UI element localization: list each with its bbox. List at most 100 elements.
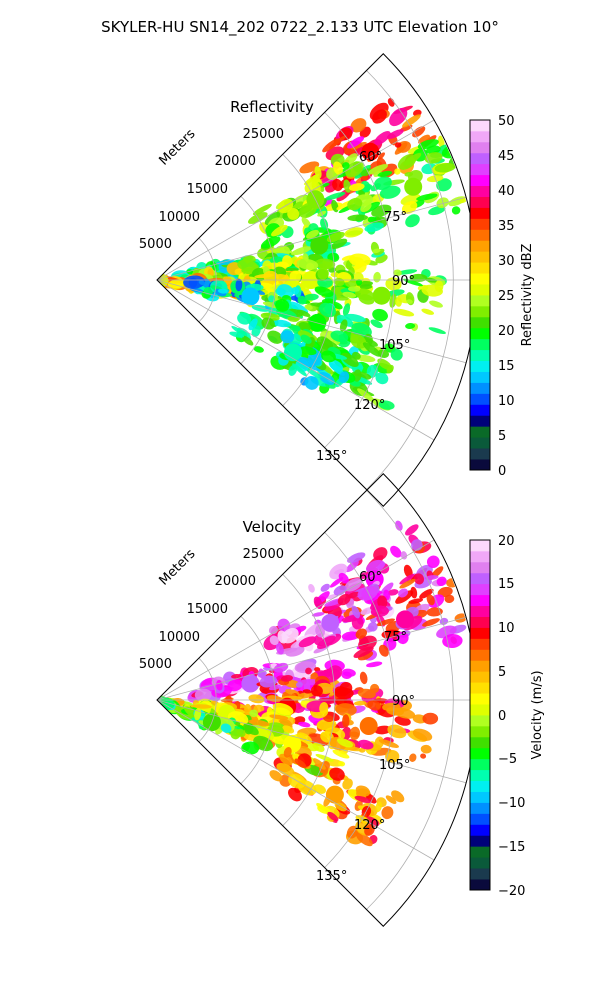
colorbar-segment	[470, 747, 490, 760]
colorbar-segment	[470, 295, 490, 307]
colorbar-segment	[470, 305, 490, 318]
echo-cell-core	[396, 610, 414, 629]
reflectivity-radial-tick-labels: 5000 10000 15000 20000 25000	[139, 127, 284, 252]
azimuth-spoke	[156, 699, 435, 861]
colorbar-segment	[470, 273, 490, 285]
cbar-tick-15: 15	[498, 577, 515, 592]
azimuth-spoke	[156, 279, 467, 364]
colorbar-segment	[470, 857, 490, 869]
radial-tick-25000: 25000	[243, 547, 284, 562]
cbar-tick-45: 45	[498, 149, 515, 164]
azimuth-tick-60: 60°	[359, 150, 382, 165]
azimuth-spoke	[156, 699, 467, 784]
reflectivity-colorbar: 0 5 10 15 20 25 30 35 40 45 50 Reflectiv…	[469, 114, 535, 479]
colorbar-segment	[470, 813, 490, 825]
cbar-tick-10: 10	[498, 394, 515, 409]
colorbar-segment	[470, 174, 490, 187]
radial-tick-5000: 5000	[139, 657, 172, 672]
velocity-colorbar-ramp	[470, 540, 490, 891]
azimuth-tick-105: 105°	[379, 758, 410, 773]
echo-cell	[269, 746, 405, 847]
echo-cell-core	[284, 343, 302, 362]
colorbar-segment	[470, 550, 490, 563]
cbar-tick-5: 5	[498, 665, 506, 680]
velocity-colorbar-label: Velocity (m/s)	[530, 670, 545, 759]
reflectivity-title: Reflectivity	[230, 98, 314, 116]
cbar-tick-20: 20	[498, 324, 515, 339]
colorbar-segment	[470, 736, 490, 749]
cbar-tick-5: 5	[498, 429, 506, 444]
cbar-tick-35: 35	[498, 219, 515, 234]
colorbar-segment	[470, 660, 490, 672]
colorbar-segment	[470, 540, 490, 552]
colorbar-segment	[470, 141, 490, 154]
cbar-tick-40: 40	[498, 184, 515, 199]
velocity-panel: Velocity Meters 5000 10000 15000 20000 2…	[139, 473, 545, 927]
colorbar-segment	[470, 327, 490, 340]
colorbar-segment	[470, 316, 490, 329]
radial-tick-5000: 5000	[139, 237, 172, 252]
colorbar-segment	[470, 196, 490, 208]
velocity-title: Velocity	[243, 518, 302, 536]
reflectivity-colorbar-ticks: 0 5 10 15 20 25 30 35 40 45 50	[498, 114, 515, 479]
cbar-tick-50: 50	[498, 114, 515, 129]
cbar-tick-neg10: −10	[498, 796, 525, 811]
azimuth-tick-75: 75°	[384, 210, 407, 225]
colorbar-segment	[470, 251, 490, 263]
cbar-tick-neg15: −15	[498, 840, 525, 855]
azimuth-tick-105: 105°	[379, 338, 410, 353]
colorbar-segment	[470, 120, 490, 132]
cbar-tick-20: 20	[498, 534, 515, 549]
azimuth-tick-90: 90°	[392, 694, 415, 709]
velocity-radial-tick-labels: 5000 10000 15000 20000 25000	[139, 547, 284, 672]
colorbar-segment	[470, 371, 490, 383]
echo-cell-core	[404, 177, 423, 196]
echo-cell-core	[310, 236, 329, 255]
cbar-tick-30: 30	[498, 254, 515, 269]
azimuth-tick-75: 75°	[384, 630, 407, 645]
colorbar-segment	[470, 627, 490, 639]
echo-cell-core	[321, 613, 340, 632]
colorbar-segment	[470, 605, 490, 617]
cbar-tick-0: 0	[498, 464, 506, 479]
colorbar-segment	[470, 240, 490, 252]
colorbar-segment	[470, 426, 490, 438]
cbar-tick-neg5: −5	[498, 752, 517, 767]
radial-tick-10000: 10000	[159, 210, 200, 225]
colorbar-segment	[470, 130, 490, 143]
colorbar-segment	[470, 715, 490, 727]
azimuth-tick-135: 135°	[316, 449, 347, 464]
radial-tick-15000: 15000	[187, 182, 228, 197]
colorbar-segment	[470, 824, 490, 836]
reflectivity-colorbar-ramp	[470, 120, 490, 471]
colorbar-segment	[470, 758, 490, 771]
colorbar-segment	[470, 448, 490, 460]
colorbar-segment	[470, 616, 490, 628]
azimuth-tick-90: 90°	[392, 274, 415, 289]
echo-cell-core	[372, 286, 391, 305]
radial-tick-10000: 10000	[159, 630, 200, 645]
velocity-colorbar-frame	[469, 539, 491, 891]
colorbar-segment	[470, 163, 490, 176]
colorbar-segment	[470, 561, 490, 574]
cbar-tick-10: 10	[498, 621, 515, 636]
colorbar-segment	[470, 185, 490, 197]
azimuth-spoke	[156, 616, 467, 701]
colorbar-segment	[470, 780, 490, 792]
reflectivity-panel: Reflectivity Meters 5000 10000 15000 200…	[139, 53, 535, 507]
radial-tick-25000: 25000	[243, 127, 284, 142]
colorbar-segment	[470, 572, 490, 585]
echo-cell	[341, 570, 468, 661]
colorbar-segment	[470, 262, 490, 274]
colorbar-segment	[470, 338, 490, 351]
echo-cell-core	[359, 717, 378, 735]
echo-cell	[229, 311, 359, 394]
echo-cell-core	[361, 142, 380, 161]
velocity-radial-label: Meters	[157, 546, 199, 588]
colorbar-segment	[470, 638, 490, 650]
colorbar-segment	[470, 693, 490, 705]
velocity-azimuth-tick-labels: 60° 75° 90° 105° 120° 135°	[316, 570, 415, 884]
figure-suptitle: SKYLER-HU SN14_202 0722_2.133 UTC Elevat…	[101, 18, 499, 37]
colorbar-segment	[470, 769, 490, 782]
